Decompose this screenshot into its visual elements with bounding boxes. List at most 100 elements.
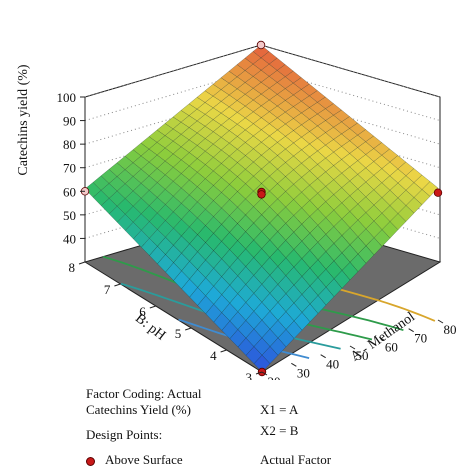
y-tick-mark bbox=[185, 327, 192, 331]
surface-cell bbox=[124, 190, 142, 207]
x-tick-mark bbox=[320, 354, 326, 359]
surface-cell bbox=[325, 179, 343, 195]
x-tick-mark bbox=[437, 319, 444, 324]
surface-cell bbox=[277, 191, 294, 208]
y-tick-label: 5 bbox=[175, 326, 182, 341]
surface-cell bbox=[285, 320, 303, 339]
surface-cell bbox=[325, 194, 343, 211]
surface-cell bbox=[349, 219, 367, 238]
surface-cell bbox=[325, 278, 343, 298]
surface-cell bbox=[84, 182, 102, 198]
design-point bbox=[433, 188, 443, 197]
surface-cell bbox=[365, 204, 383, 222]
z-tick-label: 40 bbox=[63, 231, 76, 246]
surface-cell bbox=[317, 286, 335, 306]
surface-cell bbox=[269, 337, 287, 356]
legend-above-surface: Above Surface bbox=[86, 452, 183, 467]
surface-cell bbox=[284, 94, 302, 107]
surface-cell bbox=[341, 180, 359, 197]
surface-cell bbox=[181, 278, 198, 298]
surface-cell bbox=[301, 170, 318, 186]
y-tick-label: 7 bbox=[104, 282, 111, 297]
surface-plot: 40 50 60 70 80 90 100 20 30 40 50 60 70 80 3 4 5 6 7 8 Cate… bbox=[16, 40, 457, 380]
surface-cell bbox=[309, 208, 327, 226]
surface-cell bbox=[108, 205, 126, 223]
surface-cell bbox=[268, 82, 286, 95]
y-tick-mark bbox=[114, 283, 121, 287]
surface-cell bbox=[276, 100, 294, 113]
surface-cell bbox=[269, 198, 286, 216]
surface-cell bbox=[405, 168, 423, 183]
surface-cell bbox=[317, 132, 334, 146]
z-tick-label: 80 bbox=[63, 137, 76, 152]
surface-cell bbox=[333, 109, 350, 123]
surface-cell bbox=[269, 248, 287, 267]
surface-cell bbox=[373, 229, 391, 247]
x-tick-mark bbox=[261, 371, 268, 376]
surface-cell bbox=[269, 302, 287, 321]
surface-cell bbox=[389, 182, 407, 199]
surface-cell bbox=[220, 142, 238, 157]
surface-cell bbox=[148, 168, 166, 183]
surface-cell bbox=[293, 240, 311, 259]
surface-cell bbox=[229, 329, 247, 348]
surface-cell bbox=[333, 172, 351, 188]
surface-cell bbox=[293, 136, 310, 151]
surface-cell bbox=[276, 123, 294, 137]
surface-cell bbox=[301, 232, 319, 251]
surface-cell bbox=[317, 185, 335, 202]
surface-cell bbox=[269, 168, 286, 184]
surface-cell bbox=[341, 227, 359, 246]
surface-cell bbox=[268, 129, 286, 143]
surface-cell bbox=[316, 96, 334, 110]
surface-cell bbox=[373, 142, 391, 156]
surface-cell bbox=[189, 269, 206, 288]
surface-cell bbox=[252, 129, 270, 143]
z-tick-label: 60 bbox=[63, 184, 76, 199]
design-points-heading: Design Points: bbox=[86, 427, 163, 442]
surface-cell bbox=[277, 162, 294, 177]
y-tick-mark bbox=[149, 305, 156, 309]
surface-cell bbox=[365, 161, 383, 176]
surface-cell bbox=[300, 107, 318, 120]
surface-cell bbox=[293, 149, 310, 164]
surface-cell bbox=[252, 117, 270, 131]
surface-cell bbox=[220, 155, 238, 171]
z-tick-label: 90 bbox=[63, 114, 76, 129]
surface-cell bbox=[253, 283, 271, 303]
surface-cell bbox=[261, 239, 279, 258]
surface-cell bbox=[357, 154, 375, 169]
surface-cell bbox=[301, 131, 318, 145]
surface-cell bbox=[260, 99, 278, 113]
factor-coding-label: Factor Coding: Actual bbox=[86, 386, 202, 401]
surface-cell bbox=[325, 151, 342, 166]
surface-cell bbox=[421, 181, 439, 197]
surface-cell bbox=[333, 202, 351, 220]
surface-cell bbox=[317, 120, 334, 133]
x-tick-mark bbox=[291, 362, 297, 367]
surface-cell bbox=[301, 216, 319, 234]
surface-cell bbox=[164, 166, 182, 182]
x-tick-mark bbox=[379, 336, 385, 341]
surface-cell bbox=[317, 217, 335, 235]
y-tick-label: 4 bbox=[210, 348, 217, 363]
surface-cell bbox=[173, 270, 190, 290]
surface-cell bbox=[381, 148, 399, 163]
surface-cell bbox=[253, 214, 270, 232]
surface-cell bbox=[253, 301, 271, 321]
surface-cell bbox=[341, 140, 359, 154]
surface-cell bbox=[284, 118, 302, 131]
surface-cell bbox=[100, 183, 118, 199]
design-points bbox=[80, 40, 443, 377]
surface-cell bbox=[373, 154, 391, 169]
surface-cell bbox=[325, 209, 343, 227]
surface-cell bbox=[301, 267, 319, 287]
z-axis-label: Catechins yield (%) bbox=[16, 64, 31, 176]
surface-cell bbox=[381, 161, 399, 177]
surface-cell bbox=[285, 284, 303, 304]
surface-cell bbox=[333, 145, 350, 160]
design-point bbox=[257, 190, 266, 199]
surface-cell bbox=[277, 148, 294, 163]
surface-cell bbox=[100, 197, 118, 215]
